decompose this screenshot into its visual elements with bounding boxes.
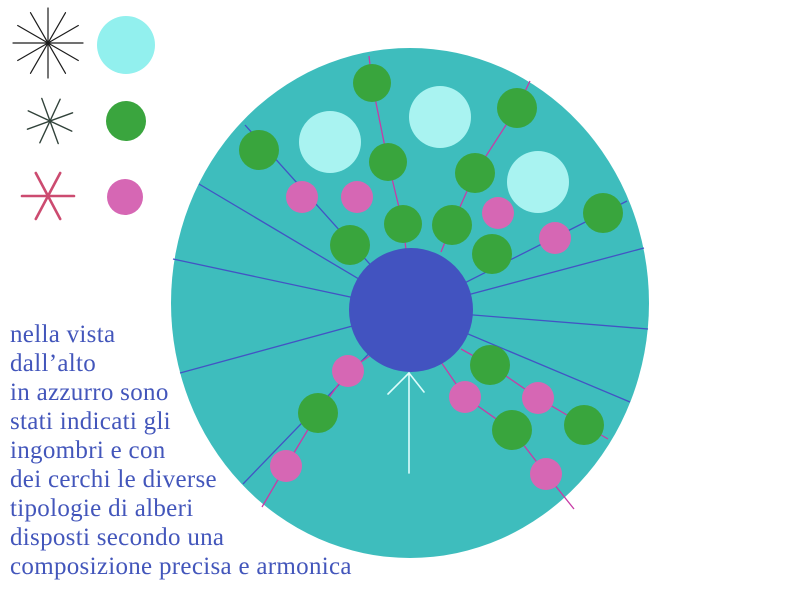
- caption-line: dei cerchi le diverse: [10, 466, 217, 493]
- tree-circle-green: [353, 64, 391, 102]
- legend-item: [12, 7, 155, 79]
- tree-circle-green: [239, 130, 279, 170]
- tree-circle-pink: [522, 382, 554, 414]
- tree-circle-green: [298, 393, 338, 433]
- tree-circle-green: [583, 193, 623, 233]
- caption-line: stati indicati gli: [10, 408, 171, 435]
- tree-circle-cyan: [507, 151, 569, 213]
- tree-circle-pink: [341, 181, 373, 213]
- caption-line: nella vista: [10, 321, 116, 348]
- arrow-wing: [387, 372, 410, 395]
- tree-circle-pink: [270, 450, 302, 482]
- tree-circle-pink: [286, 181, 318, 213]
- legend-circle: [97, 16, 155, 74]
- star-6ray-icon: [20, 171, 76, 221]
- star-8ray-icon: [26, 97, 74, 145]
- tree-circle-cyan: [409, 86, 471, 148]
- center-footprint-circle: [349, 248, 473, 372]
- tree-circle-green: [369, 143, 407, 181]
- legend: [12, 7, 155, 221]
- tree-circle-green: [432, 205, 472, 245]
- star-ray: [17, 24, 79, 62]
- star-12ray-icon: [12, 7, 84, 79]
- legend-circle: [107, 179, 143, 215]
- caption-line: in azzurro sono: [10, 379, 169, 406]
- star-ray: [26, 112, 74, 130]
- tree-circle-cyan: [299, 111, 361, 173]
- tree-circle-green: [384, 205, 422, 243]
- caption-block: nella vista dall’alto in azzurro sono st…: [10, 320, 430, 581]
- tree-circle-green: [564, 405, 604, 445]
- arrow-wing: [408, 372, 425, 393]
- caption-line: composizione precisa e armonica: [10, 553, 352, 580]
- tree-circle-green: [497, 88, 537, 128]
- caption-line: dall’alto: [10, 350, 97, 377]
- tree-circle-green: [470, 345, 510, 385]
- legend-item: [26, 97, 146, 145]
- caption-line: ingombri e con: [10, 437, 166, 464]
- tree-circle-green: [472, 234, 512, 274]
- tree-circle-pink: [530, 458, 562, 490]
- tree-circle-pink: [449, 381, 481, 413]
- tree-circle-pink: [332, 355, 364, 387]
- arrow-up-icon: [387, 372, 425, 474]
- star-ray: [34, 171, 62, 221]
- legend-circle: [106, 101, 146, 141]
- tree-circle-green: [455, 153, 495, 193]
- tree-circle-pink: [482, 197, 514, 229]
- caption-line: tipologie di alberi: [10, 495, 194, 522]
- tree-circle-green: [330, 225, 370, 265]
- caption-line: disposti secondo una: [10, 524, 225, 551]
- tree-circle-green: [492, 410, 532, 450]
- legend-item: [20, 171, 143, 221]
- tree-circle-pink: [539, 222, 571, 254]
